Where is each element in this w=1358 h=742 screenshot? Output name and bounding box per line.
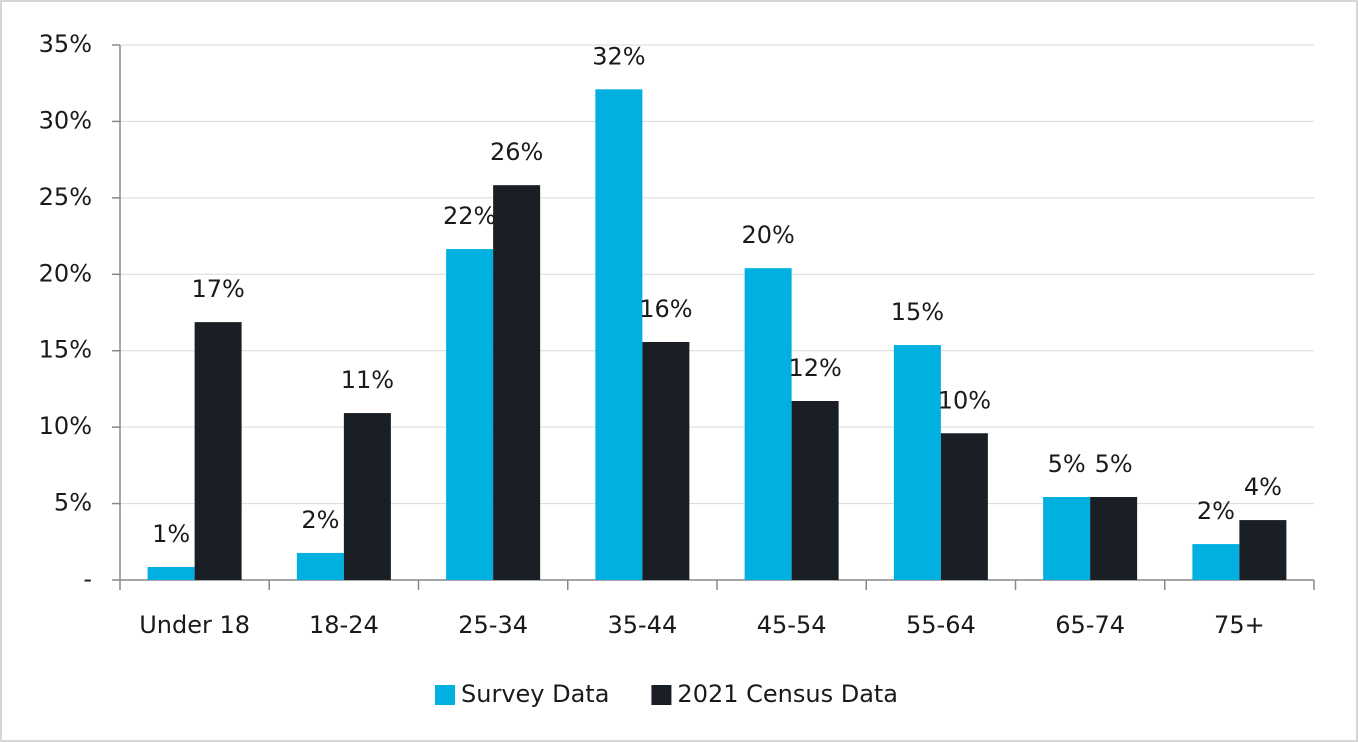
bar	[791, 401, 839, 580]
y-tick-label: 20%	[39, 259, 92, 287]
bar	[493, 185, 541, 581]
data-label: 2%	[301, 506, 339, 534]
legend-label: 2021 Census Data	[677, 680, 898, 708]
y-tick-label: 15%	[39, 336, 92, 364]
y-tick-label: 5%	[54, 489, 92, 517]
data-label: 2%	[1197, 497, 1235, 525]
data-label: 5%	[1095, 450, 1133, 478]
x-tick-label: 18-24	[309, 611, 379, 639]
x-tick-label: 55-64	[906, 611, 976, 639]
y-tick-label: 30%	[39, 106, 92, 134]
bar	[595, 89, 643, 580]
data-label: 15%	[891, 298, 944, 326]
bar	[1090, 496, 1138, 580]
bar	[893, 345, 941, 580]
bar	[1043, 496, 1091, 580]
bar	[296, 552, 344, 580]
data-label: 1%	[152, 520, 190, 548]
bar	[147, 567, 195, 580]
x-tick-label: 45-54	[757, 611, 827, 639]
x-tick-label: 25-34	[458, 611, 528, 639]
bar	[940, 433, 988, 580]
x-tick-label: 65-74	[1055, 611, 1125, 639]
legend-label: Survey Data	[461, 680, 609, 708]
y-tick-label: 25%	[39, 183, 92, 211]
data-label: 10%	[938, 386, 991, 414]
x-tick-label: Under 18	[139, 611, 250, 639]
x-tick-label: 75+	[1214, 611, 1265, 639]
y-tick-label: 10%	[39, 412, 92, 440]
data-label: 16%	[639, 295, 692, 323]
bar	[343, 413, 391, 580]
bar	[642, 342, 690, 580]
data-label: 22%	[443, 202, 496, 230]
data-label: 11%	[341, 366, 394, 394]
legend-swatch	[651, 685, 672, 705]
y-tick-label: 35%	[39, 30, 92, 58]
bar	[744, 268, 792, 580]
data-label: 26%	[490, 138, 543, 166]
data-label: 32%	[592, 42, 645, 70]
x-tick-label: 35-44	[608, 611, 678, 639]
data-label: 17%	[191, 275, 244, 303]
data-label: 12%	[788, 354, 841, 382]
data-label: 4%	[1244, 473, 1282, 501]
bar	[194, 322, 242, 580]
bar	[446, 249, 494, 581]
bar	[1192, 544, 1240, 580]
legend-swatch	[435, 685, 455, 705]
y-tick-label: -	[83, 565, 92, 593]
bar	[1239, 520, 1287, 580]
data-label: 20%	[741, 221, 794, 249]
data-label: 5%	[1048, 450, 1086, 478]
